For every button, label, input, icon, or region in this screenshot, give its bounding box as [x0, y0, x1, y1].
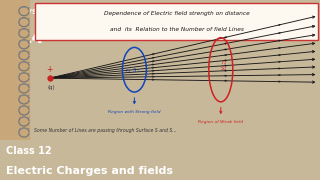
Text: $r_2$: $r_2$: [221, 58, 227, 67]
Text: Dependence of Electric field strength on distance: Dependence of Electric field strength on…: [104, 11, 250, 16]
Text: 14: 14: [20, 29, 45, 47]
Text: and  its  Relation to the Number of field Lines: and its Relation to the Number of field …: [110, 27, 244, 32]
Text: Physics: Physics: [13, 7, 52, 16]
Text: Class 12: Class 12: [6, 146, 52, 156]
Text: Some Number of Lines are passing through Surface S and S...: Some Number of Lines are passing through…: [34, 128, 176, 133]
Text: $r_1$  $S_1$: $r_1$ $S_1$: [125, 67, 140, 75]
Text: Region with Strong field: Region with Strong field: [108, 110, 161, 114]
Text: $S_2$: $S_2$: [220, 64, 228, 73]
Text: Electric Charges and fields: Electric Charges and fields: [6, 166, 173, 176]
Bar: [0, 0, 29, 140]
Text: Region of Weak field: Region of Weak field: [198, 120, 244, 124]
FancyBboxPatch shape: [35, 3, 318, 40]
Text: +: +: [46, 65, 53, 74]
Text: (q): (q): [47, 85, 55, 90]
